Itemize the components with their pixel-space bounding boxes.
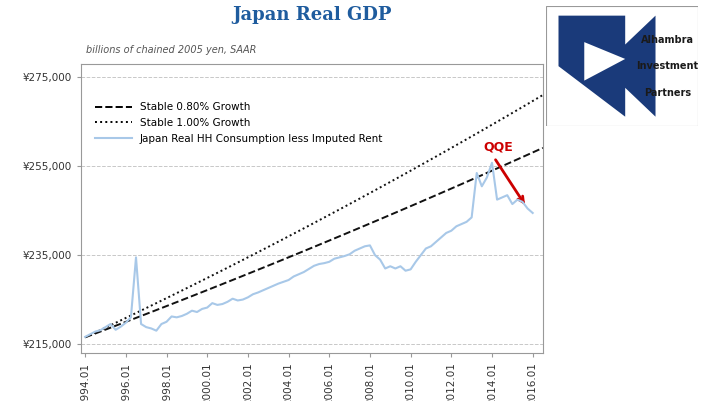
Text: Japan Real GDP: Japan Real GDP <box>232 6 392 24</box>
Text: QQE: QQE <box>484 141 514 154</box>
Text: Alhambra: Alhambra <box>641 35 694 45</box>
Text: billions of chained 2005 yen, SAAR: billions of chained 2005 yen, SAAR <box>86 45 256 55</box>
Polygon shape <box>584 42 625 81</box>
Text: Partners: Partners <box>644 88 691 97</box>
Polygon shape <box>558 16 656 117</box>
Legend: Stable 0.80% Growth, Stable 1.00% Growth, Japan Real HH Consumption less Imputed: Stable 0.80% Growth, Stable 1.00% Growth… <box>91 98 388 148</box>
Text: Investment: Investment <box>637 61 699 71</box>
